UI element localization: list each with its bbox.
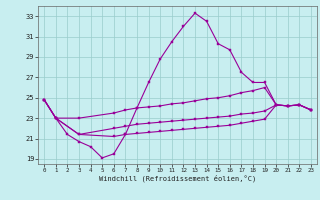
X-axis label: Windchill (Refroidissement éolien,°C): Windchill (Refroidissement éolien,°C) xyxy=(99,175,256,182)
